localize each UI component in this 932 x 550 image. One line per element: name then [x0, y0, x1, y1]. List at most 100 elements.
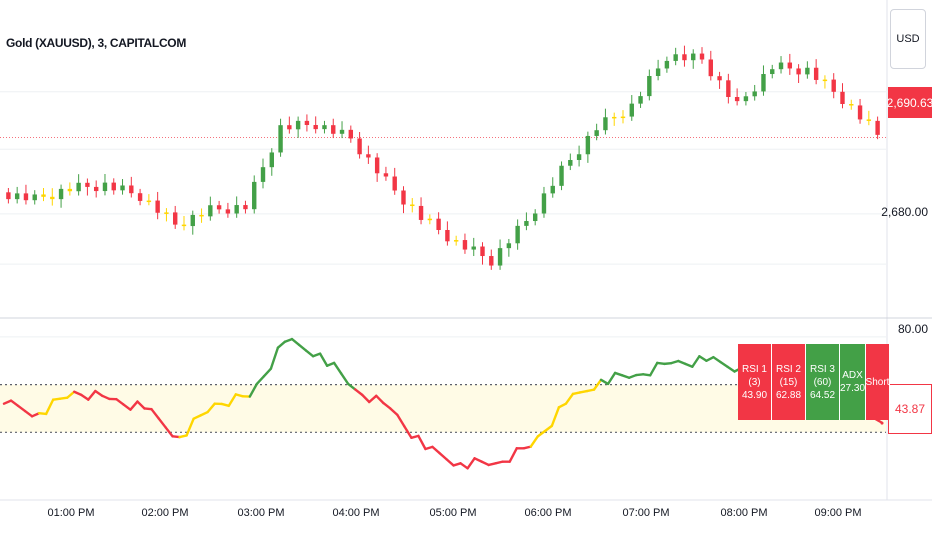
rsi-line-segment: [599, 378, 610, 386]
candle-body: [515, 225, 520, 244]
candle-body: [243, 205, 248, 210]
rsi-line-segment: [403, 425, 413, 439]
rsi-line-segment: [410, 434, 420, 439]
rsi-line-segment: [122, 403, 132, 411]
candle-body: [822, 79, 828, 82]
rsi-line-segment: [487, 462, 497, 467]
candle-body: [225, 209, 231, 214]
rsi-line-segment: [206, 402, 216, 414]
indicator-name: ADX: [842, 370, 863, 381]
candle-body: [41, 194, 46, 197]
candle-body: [857, 105, 863, 120]
time-tick-label: 04:00 PM: [332, 507, 380, 519]
rsi-line-segment: [606, 371, 617, 386]
candle-body: [743, 96, 749, 102]
rsi-line-segment: [375, 394, 385, 405]
rsi-line-segment: [283, 337, 294, 343]
candle-body: [111, 182, 116, 191]
rsi-line-segment: [396, 413, 406, 428]
candle-body: [295, 120, 301, 130]
candle-body: [260, 167, 266, 182]
rsi-line-segment: [543, 424, 554, 433]
rsi-line-segment: [684, 362, 694, 368]
candle-body: [120, 185, 125, 191]
candle-body: [532, 213, 538, 222]
candle-body: [190, 214, 195, 227]
indicator-cell-rsi2: RSI 2 (15) 62.88: [772, 344, 806, 420]
candle-body: [638, 96, 643, 104]
rsi-line-segment: [431, 445, 441, 455]
indicator-name: RSI 3 (60): [809, 363, 835, 388]
candle-body: [102, 182, 108, 192]
rsi-line-segment: [192, 414, 202, 420]
rsi-line-segment: [44, 398, 55, 416]
candle-body: [699, 53, 705, 60]
rsi-line-segment: [101, 394, 111, 401]
rsi-line-segment: [480, 460, 490, 467]
candle-body: [717, 76, 722, 81]
candle-body: [313, 125, 318, 130]
candle-body: [550, 185, 555, 194]
candle-body: [453, 240, 459, 242]
indicator-table: RSI 1 (3) 43.90 RSI 2 (15) 62.88 RSI 3 (…: [738, 344, 890, 420]
candle-body: [813, 67, 819, 80]
indicator-value: 27.30: [839, 383, 866, 394]
rsi-line-segment: [178, 434, 188, 439]
rsi-line-segment: [297, 343, 308, 352]
indicator-value: 64.52: [809, 389, 836, 401]
currency-button[interactable]: USD: [890, 9, 926, 69]
time-tick-label: 09:00 PM: [814, 507, 862, 519]
current-rsi-label: 43.87: [888, 384, 932, 434]
rsi-line-segment: [613, 371, 624, 377]
candle-body: [6, 192, 11, 200]
rsi-line-segment: [691, 355, 701, 368]
rsi-line-segment: [94, 389, 104, 398]
rsi-line-segment: [424, 445, 434, 451]
rsi-line-segment: [30, 412, 41, 418]
rsi-line-segment: [557, 402, 568, 409]
candle-body: [252, 181, 257, 210]
candle-body: [366, 154, 371, 158]
rsi-line-segment: [382, 401, 392, 410]
rsi-line-segment: [199, 410, 209, 417]
rsi-line-segment: [157, 417, 167, 429]
rsi-line-segment: [354, 388, 364, 397]
candle-body: [304, 120, 310, 125]
symbol-title[interactable]: Gold (XAUUSD), 3, CAPITALCOM: [6, 36, 187, 50]
candle-body: [796, 68, 801, 75]
rsi-line-segment: [368, 394, 378, 404]
candle-body: [647, 76, 652, 97]
rsi-line-segment: [73, 390, 83, 397]
candle-body: [339, 129, 345, 134]
candle-body: [594, 130, 599, 136]
candle-body: [392, 176, 397, 191]
candle-body: [761, 74, 766, 92]
candle-body: [216, 205, 222, 210]
rsi-line-segment: [705, 355, 715, 362]
candle-body: [23, 193, 29, 201]
rsi-line-segment: [80, 393, 90, 401]
price-tick-label: 2,680.00: [881, 205, 928, 219]
candle-body: [559, 165, 564, 186]
rsi-line-segment: [304, 349, 315, 358]
rsi-line-segment: [129, 400, 139, 411]
rsi-line-segment: [16, 404, 27, 413]
rsi-line-segment: [564, 392, 575, 405]
candle-body: [612, 116, 617, 119]
rsi-line-segment: [592, 378, 603, 391]
indicator-name: RSI 2 (15): [775, 363, 801, 388]
rsi-line-segment: [466, 457, 476, 470]
rsi-line-segment: [332, 361, 343, 375]
candle-body: [76, 182, 81, 192]
rsi-line-segment: [473, 457, 483, 463]
candle-body: [146, 200, 152, 203]
candle-body: [374, 157, 380, 174]
indicator-cell-adx: ADX 27.30: [840, 344, 866, 420]
rsi-line-segment: [698, 355, 708, 362]
rsi-line-segment: [23, 409, 34, 418]
candle-body: [199, 214, 204, 217]
candle-body: [603, 117, 608, 131]
candle-body: [524, 221, 529, 226]
candle-body: [664, 60, 670, 69]
